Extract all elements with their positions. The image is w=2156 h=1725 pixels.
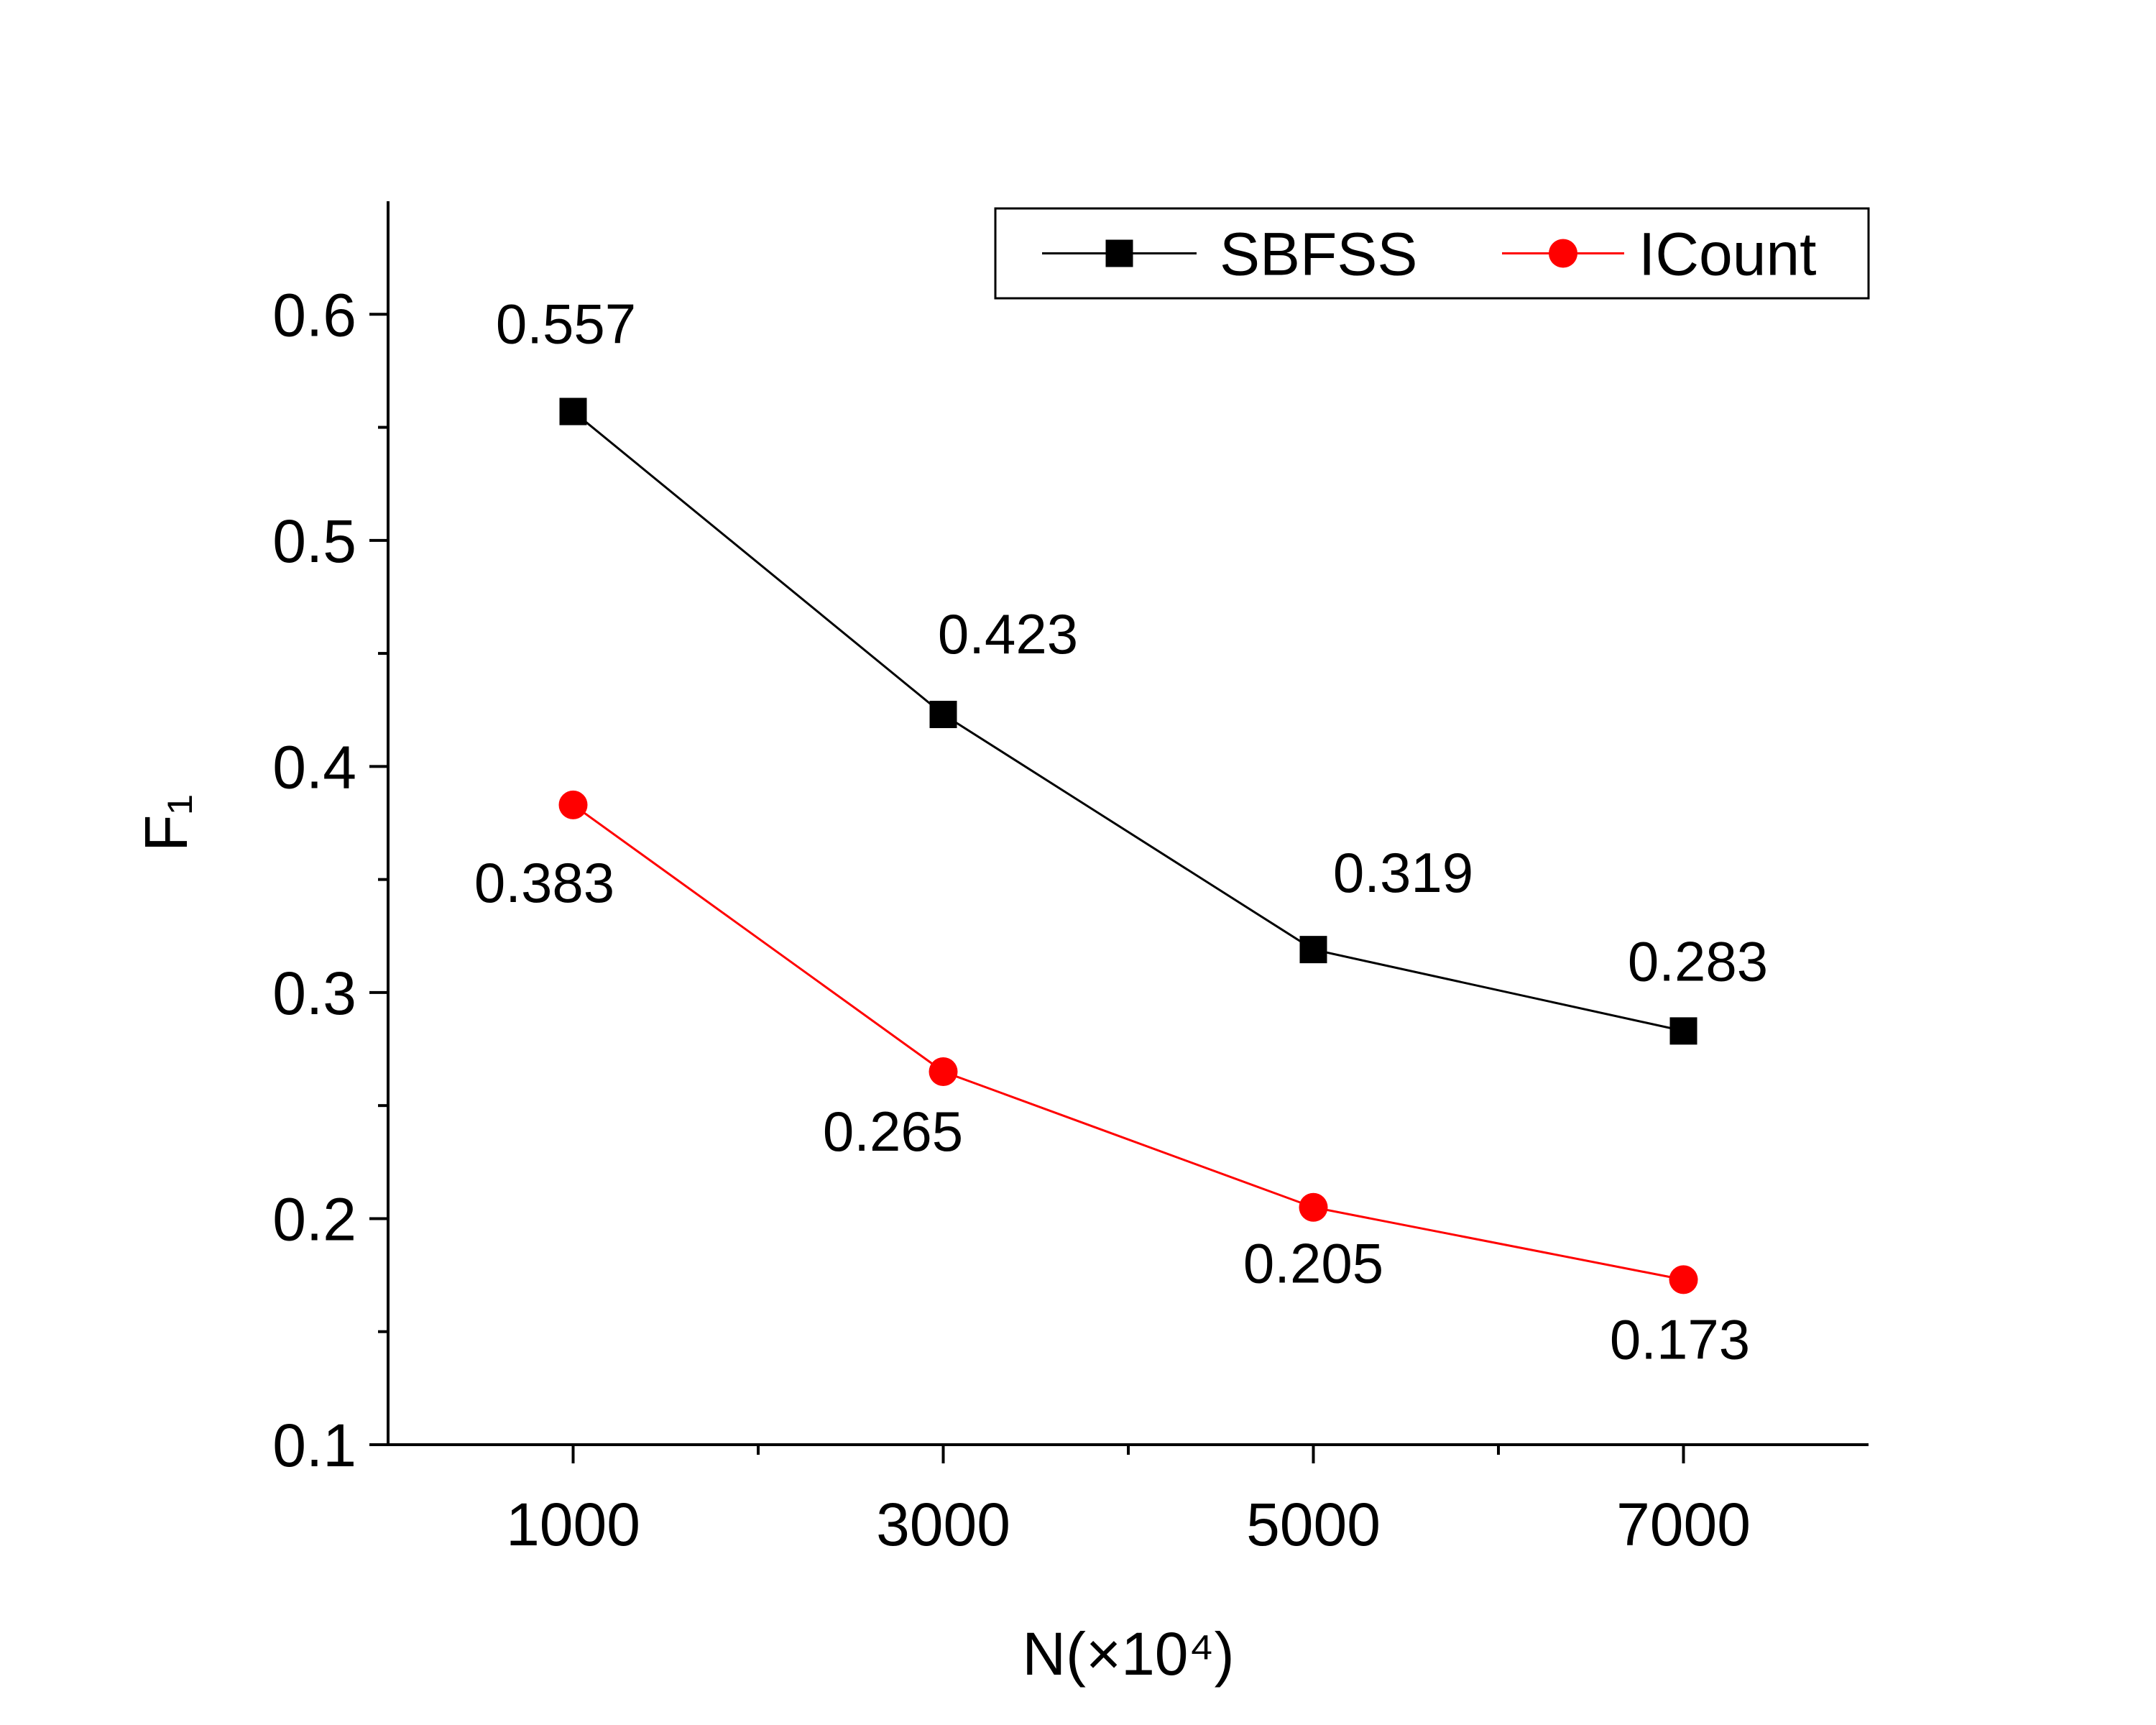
point-ICount xyxy=(558,790,588,819)
legend-label-SBFSS: SBFSS xyxy=(1220,221,1417,288)
point-ICount xyxy=(1299,1192,1328,1222)
legend-marker-ICount xyxy=(1549,239,1577,268)
legend: SBFSS ICount xyxy=(994,207,1870,300)
data-label-ICount: 0.383 xyxy=(474,851,614,914)
x-tick-label: 3000 xyxy=(876,1491,1010,1558)
point-SBFSS xyxy=(1669,1017,1697,1045)
legend-marker-SBFSS xyxy=(1105,239,1133,267)
series-line-SBFSS xyxy=(572,410,1684,1032)
data-label-SBFSS: 0.319 xyxy=(1333,841,1473,904)
data-label-ICount: 0.205 xyxy=(1243,1232,1383,1295)
data-label-SBFSS: 0.423 xyxy=(938,602,1078,666)
y-tick-label: 0.4 xyxy=(272,733,356,801)
data-label-SBFSS: 0.557 xyxy=(496,293,636,356)
x-tick-label: 7000 xyxy=(1616,1491,1751,1558)
point-SBFSS xyxy=(929,701,957,729)
series-line-ICount xyxy=(572,804,1684,1281)
legend-label-ICount: ICount xyxy=(1639,221,1817,288)
y-tick-label: 0.3 xyxy=(272,960,356,1027)
x-axis-title: N(×10⁴) xyxy=(1022,1620,1234,1688)
point-ICount xyxy=(929,1057,958,1086)
point-SBFSS xyxy=(559,397,587,426)
y-axis-title: F₁ xyxy=(132,794,200,852)
y-tick-label: 0.5 xyxy=(272,507,356,575)
data-label-SBFSS: 0.283 xyxy=(1628,929,1768,993)
y-tick-label: 0.1 xyxy=(272,1412,356,1479)
y-tick-label: 0.6 xyxy=(272,281,356,349)
axes: 0.1 0.2 0.3 0.4 0.5 0.6 1000 3000 5000 7000 xyxy=(272,201,1869,1558)
data-label-ICount: 0.173 xyxy=(1610,1307,1750,1371)
y-tick-label: 0.2 xyxy=(272,1185,356,1253)
x-tick-label: 5000 xyxy=(1246,1491,1381,1558)
data-label-ICount: 0.265 xyxy=(823,1100,963,1163)
data-labels: 0.557 0.423 0.319 0.283 0.383 0.265 0.205 0.173 xyxy=(474,293,1768,1371)
x-tick-label: 1000 xyxy=(506,1491,640,1558)
point-SBFSS xyxy=(1299,936,1327,964)
point-ICount xyxy=(1669,1265,1698,1294)
series-layer xyxy=(558,397,1698,1294)
